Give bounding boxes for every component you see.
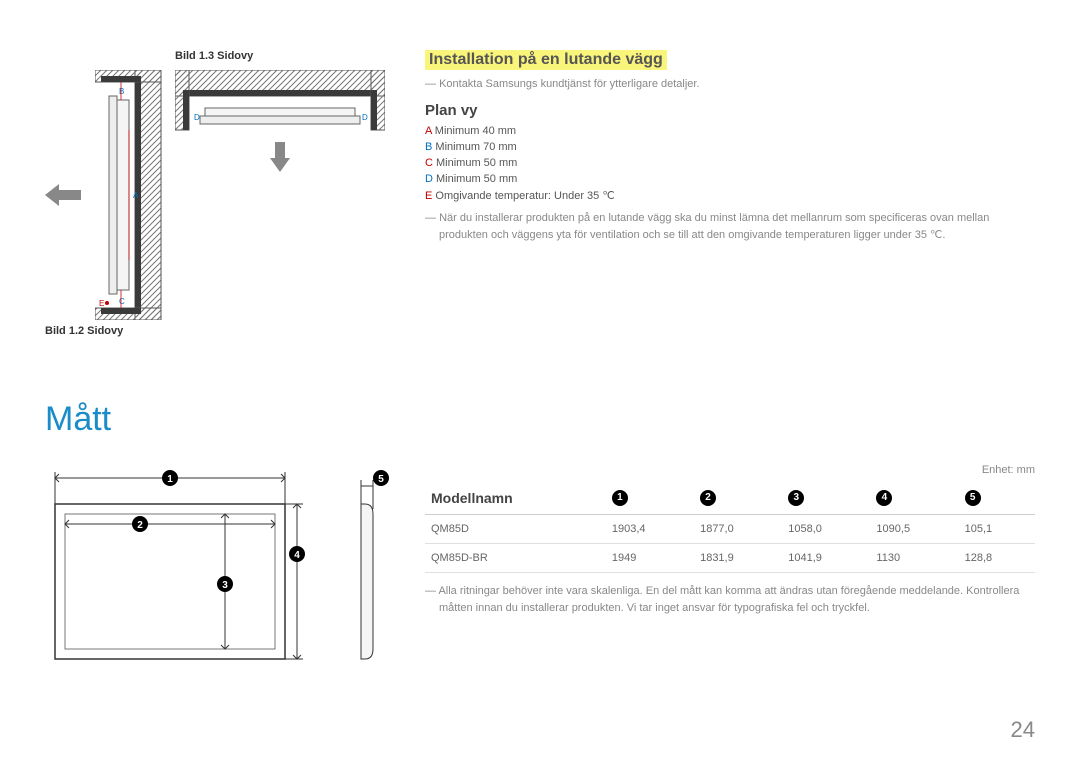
spec-e: E Omgivande temperatur: Under 35 ℃ bbox=[425, 189, 1035, 202]
svg-text:C: C bbox=[119, 297, 125, 306]
dimensions-title: Mått bbox=[45, 400, 1035, 439]
model-header: Modellnamn bbox=[425, 482, 606, 515]
spec-letter-d: D bbox=[425, 173, 433, 185]
side-view-diagrams: Bild 1.3 Sidovy bbox=[45, 50, 395, 340]
svg-text:D: D bbox=[362, 113, 368, 122]
cell-val: 1041,9 bbox=[782, 544, 870, 573]
spec-text-c: Minimum 50 mm bbox=[436, 157, 517, 169]
num-circle-2: 2 bbox=[700, 490, 716, 506]
svg-text:B: B bbox=[119, 87, 124, 96]
num-circle-5: 5 bbox=[965, 490, 981, 506]
installation-title: Installation på en lutande vägg bbox=[425, 50, 667, 70]
spec-letter-b: B bbox=[425, 141, 432, 153]
cell-val: 1831,9 bbox=[694, 544, 782, 573]
unit-label: Enhet: mm bbox=[425, 464, 1035, 476]
warning-note: När du installerar produkten på en lutan… bbox=[425, 210, 1035, 243]
col-1: 1 bbox=[606, 482, 694, 515]
col-3: 3 bbox=[782, 482, 870, 515]
document-page: Bild 1.3 Sidovy bbox=[0, 0, 1080, 763]
spec-c: C Minimum 50 mm bbox=[425, 157, 1035, 169]
spec-text-e: Omgivande temperatur: Under 35 ℃ bbox=[435, 190, 614, 202]
spec-b: B Minimum 70 mm bbox=[425, 141, 1035, 153]
table-row: QM85D 1903,4 1877,0 1058,0 1090,5 105,1 bbox=[425, 515, 1035, 544]
cell-val: 1949 bbox=[606, 544, 694, 573]
dimensions-table-area: Enhet: mm Modellnamn 1 2 3 4 5 bbox=[425, 464, 1035, 689]
num-circle-3: 3 bbox=[788, 490, 804, 506]
installation-section: Installation på en lutande vägg Kontakta… bbox=[425, 50, 1035, 340]
cell-val: 1090,5 bbox=[870, 515, 958, 544]
cell-val: 105,1 bbox=[959, 515, 1035, 544]
left-arrow-icon bbox=[45, 180, 85, 210]
bild12-caption: Bild 1.2 Sidovy bbox=[45, 325, 123, 337]
svg-text:A: A bbox=[133, 191, 139, 200]
svg-text:D: D bbox=[194, 113, 200, 122]
svg-text:E: E bbox=[99, 299, 104, 308]
plan-heading: Plan vy bbox=[425, 102, 1035, 119]
num-circle-1: 1 bbox=[612, 490, 628, 506]
cell-val: 1058,0 bbox=[782, 515, 870, 544]
spec-text-a: Minimum 40 mm bbox=[435, 125, 516, 137]
spec-a: A Minimum 40 mm bbox=[425, 125, 1035, 137]
cell-model: QM85D-BR bbox=[425, 544, 606, 573]
num-circle-4: 4 bbox=[876, 490, 892, 506]
spec-text-b: Minimum 70 mm bbox=[435, 141, 516, 153]
spec-letter-c: C bbox=[425, 157, 433, 169]
col-4: 4 bbox=[870, 482, 958, 515]
svg-text:4: 4 bbox=[294, 550, 300, 561]
page-number: 24 bbox=[1011, 717, 1035, 743]
bild13-diagram: D D bbox=[175, 70, 385, 180]
table-row: QM85D-BR 1949 1831,9 1041,9 1130 128,8 bbox=[425, 544, 1035, 573]
dimension-svg: 1 2 3 bbox=[45, 464, 395, 684]
spec-text-d: Minimum 50 mm bbox=[436, 173, 517, 185]
cell-val: 1877,0 bbox=[694, 515, 782, 544]
col-2: 2 bbox=[694, 482, 782, 515]
table-footnote: Alla ritningar behöver inte vara skalenl… bbox=[425, 583, 1035, 616]
table-header-row: Modellnamn 1 2 3 4 5 bbox=[425, 482, 1035, 515]
bild13-caption: Bild 1.3 Sidovy bbox=[175, 50, 253, 62]
spec-d: D Minimum 50 mm bbox=[425, 173, 1035, 185]
svg-text:5: 5 bbox=[378, 474, 384, 485]
dimension-diagram: 1 2 3 bbox=[45, 464, 395, 689]
dimensions-section: Mått 1 bbox=[45, 400, 1035, 689]
bild12-diagram: B A C E bbox=[95, 70, 165, 320]
top-section: Bild 1.3 Sidovy bbox=[45, 50, 1035, 340]
cell-val: 1903,4 bbox=[606, 515, 694, 544]
cell-val: 1130 bbox=[870, 544, 958, 573]
dimensions-table: Modellnamn 1 2 3 4 5 QM85D 1903,4 1877,0 bbox=[425, 482, 1035, 573]
contact-note: Kontakta Samsungs kundtjänst för ytterli… bbox=[425, 78, 1035, 90]
cell-model: QM85D bbox=[425, 515, 606, 544]
spec-letter-e: E bbox=[425, 190, 432, 202]
svg-text:2: 2 bbox=[137, 520, 143, 531]
spec-letter-a: A bbox=[425, 125, 432, 137]
svg-text:3: 3 bbox=[222, 580, 228, 591]
cell-val: 128,8 bbox=[959, 544, 1035, 573]
col-5: 5 bbox=[959, 482, 1035, 515]
svg-text:1: 1 bbox=[167, 474, 173, 485]
